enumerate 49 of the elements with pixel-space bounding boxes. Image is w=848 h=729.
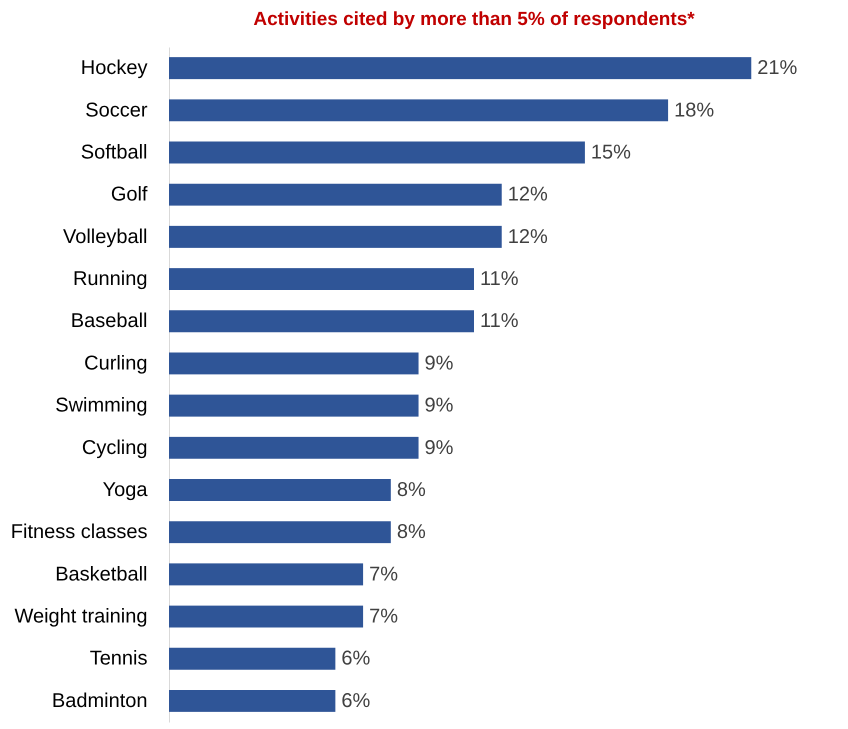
data-label: 21%: [757, 57, 798, 80]
data-label: 9%: [424, 394, 454, 417]
bar: [169, 563, 364, 586]
data-label: 12%: [508, 226, 548, 248]
bar: [169, 268, 474, 290]
data-label: 9%: [424, 352, 454, 374]
bar: [169, 99, 668, 122]
bar: [169, 226, 502, 248]
y-tick-label: Weight training: [14, 606, 148, 628]
data-label: 11%: [480, 268, 519, 290]
y-tick-label: Badminton: [52, 690, 148, 712]
bar: [169, 310, 474, 332]
data-label: 18%: [674, 99, 714, 122]
y-tick-label: Running: [72, 268, 148, 290]
chart-title: Activities cited by more than 5% of respondents*: [253, 9, 696, 30]
bar: [169, 352, 419, 374]
data-label: 11%: [480, 310, 519, 332]
bar: [169, 479, 391, 501]
data-label: 6%: [341, 648, 370, 670]
bar: [169, 57, 752, 80]
data-label: 15%: [590, 141, 632, 164]
y-tick-label: Soccer: [85, 99, 148, 122]
bar: [169, 184, 502, 206]
data-label: 8%: [396, 478, 426, 501]
y-tick-label: Cycling: [82, 436, 148, 459]
y-tick-label: Softball: [80, 141, 148, 164]
bar: [169, 648, 336, 670]
data-label: 9%: [424, 436, 454, 459]
y-tick-label: Tennis: [90, 648, 148, 670]
y-tick-label: Basketball: [55, 563, 148, 586]
y-tick-label: Golf: [110, 184, 148, 206]
data-label: 12%: [508, 184, 548, 206]
data-label: 7%: [369, 606, 398, 628]
bar: [169, 142, 585, 164]
y-tick-label: Hockey: [80, 57, 148, 80]
y-tick-label: Fitness classes: [10, 521, 148, 544]
y-tick-label: Volleyball: [62, 226, 148, 248]
y-tick-label: Yoga: [102, 478, 148, 501]
bar: [169, 690, 336, 712]
bar: [169, 606, 364, 628]
bar: [169, 436, 419, 459]
data-label: 8%: [396, 521, 426, 544]
data-label: 7%: [369, 563, 398, 586]
y-tick-label: Curling: [84, 352, 148, 374]
y-tick-label: Baseball: [70, 310, 148, 332]
data-label: 6%: [341, 690, 370, 712]
y-tick-label: Swimming: [55, 394, 148, 417]
bar: [169, 521, 391, 544]
bar: [169, 394, 419, 417]
